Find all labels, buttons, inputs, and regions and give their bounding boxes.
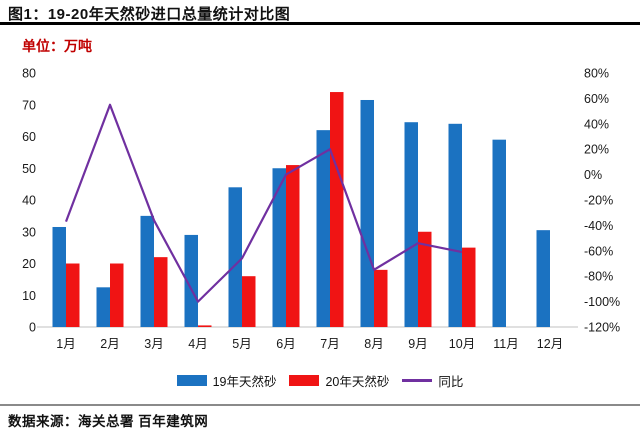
data-source: 数据来源：海关总署 百年建筑网 xyxy=(8,414,209,429)
left-axis-tick: 30 xyxy=(22,225,36,239)
x-axis-label: 10月 xyxy=(449,337,475,351)
bar-19 xyxy=(140,215,154,327)
x-axis-label: 2月 xyxy=(100,337,119,351)
bar-19 xyxy=(184,234,198,327)
bar-20 xyxy=(286,165,300,327)
legend-swatch-20-bar xyxy=(289,375,320,386)
right-axis-tick: 0% xyxy=(584,168,602,182)
x-axis-label: 11月 xyxy=(493,337,518,351)
x-axis-label: 9月 xyxy=(408,337,427,351)
yoy-line xyxy=(64,103,463,303)
bar-20 xyxy=(374,269,388,327)
legend-label-yoy: 同比 xyxy=(438,375,464,389)
legend-item-19: 19年天然砂 xyxy=(176,371,277,390)
left-axis-tick: 0 xyxy=(29,321,36,335)
footer-divider xyxy=(0,404,640,406)
x-axis-label: 8月 xyxy=(364,337,383,351)
legend-item-20: 20年天然砂 xyxy=(289,371,389,390)
left-axis-tick: 40 xyxy=(22,194,36,208)
right-axis-tick: -120% xyxy=(584,321,620,335)
left-axis-tick: 70 xyxy=(22,98,36,112)
x-axis-label: 3月 xyxy=(144,337,163,351)
bar-20 xyxy=(418,231,432,327)
right-axis-tick: -80% xyxy=(584,270,613,284)
x-axis-label: 4月 xyxy=(188,337,207,351)
bar-19 xyxy=(272,168,286,327)
right-axis-tick: 80% xyxy=(584,67,609,81)
combo-chart: 0 10 20 30 40 50 60 70 80 80% 60% 40% 20% 0% -20% -40% -… xyxy=(22,67,620,352)
bar-20 xyxy=(66,263,80,327)
right-axis-tick: -100% xyxy=(584,295,620,309)
bar-20 xyxy=(198,325,212,327)
x-axis-label: 6月 xyxy=(276,337,295,351)
right-axis-tick: 20% xyxy=(584,143,609,157)
bar-20 xyxy=(110,263,124,327)
bar-19 xyxy=(536,230,550,327)
bar-19 xyxy=(492,139,506,327)
bar-19 xyxy=(360,99,374,327)
bar-20 xyxy=(242,276,256,327)
x-axis-label: 5月 xyxy=(232,337,251,351)
x-axis-label: 7月 xyxy=(320,337,339,351)
chart-legend: 19年天然砂 20年天然砂 同比 xyxy=(0,371,640,390)
unit-label: 单位：万吨 xyxy=(22,38,92,54)
legend-swatch-19-bar xyxy=(176,375,207,386)
left-axis-tick: 20 xyxy=(22,257,36,271)
bar-20 xyxy=(330,92,344,327)
legend-swatch-yoy-line xyxy=(402,379,433,382)
bar-19 xyxy=(228,187,242,327)
right-axis-tick: 40% xyxy=(584,117,609,131)
title-divider xyxy=(0,22,640,25)
bar-19 xyxy=(52,226,66,327)
x-axis-label: 12月 xyxy=(537,337,563,351)
left-axis-tick: 10 xyxy=(22,289,36,303)
bar-20 xyxy=(462,247,476,327)
legend-label-19: 19年天然砂 xyxy=(212,375,277,389)
bar-19 xyxy=(404,122,418,328)
right-axis-tick: -60% xyxy=(584,244,613,258)
legend-item-yoy: 同比 xyxy=(402,371,463,390)
left-axis-tick: 60 xyxy=(22,130,36,144)
right-axis-tick: -20% xyxy=(584,194,613,208)
figure-title: 图1：19-20年天然砂进口总量统计对比图 xyxy=(8,6,291,23)
bar-19 xyxy=(316,130,330,327)
bar-20 xyxy=(154,257,168,327)
x-axis-label: 1月 xyxy=(56,337,75,351)
bar-19 xyxy=(96,287,110,327)
bar-19 xyxy=(448,123,462,327)
left-axis-tick: 80 xyxy=(22,67,36,81)
right-axis-tick: -40% xyxy=(584,219,613,233)
right-axis-tick: 60% xyxy=(584,92,609,106)
left-axis-tick: 50 xyxy=(22,162,36,176)
legend-label-20: 20年天然砂 xyxy=(325,375,390,389)
